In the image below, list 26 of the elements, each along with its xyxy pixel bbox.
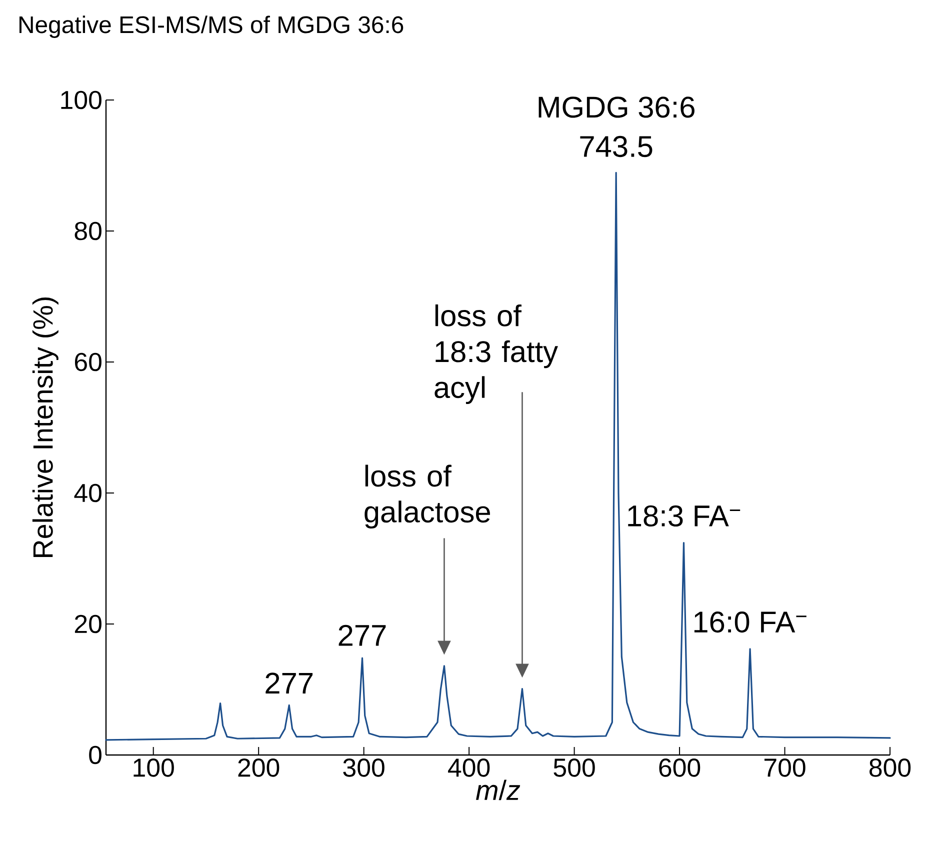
line-series	[105, 172, 891, 741]
annotation: loss of 18:3 fatty acyl	[434, 304, 558, 404]
y-axis-title: Relative Intensity (%)	[32, 298, 58, 557]
annotation: 16:0 FA$^{−}$	[694, 611, 806, 633]
x-tick-label: 600	[659, 758, 700, 777]
annotation: 277	[266, 672, 313, 694]
x-tick-label: 100	[134, 758, 174, 777]
y-tick-label: 100	[61, 90, 102, 110]
x-tick-label: 300	[343, 758, 384, 777]
annotation: 277	[338, 624, 386, 646]
x-tick-label: 200	[238, 758, 280, 777]
y-tick-label: 40	[74, 484, 102, 502]
x-tick-label: 400	[448, 758, 490, 777]
y-tick-label: 0	[89, 746, 102, 764]
annotation: loss of galactose	[364, 464, 490, 528]
y-tick-label: 60	[74, 352, 102, 372]
annotation: 18:3 FA$^{−}$	[628, 505, 740, 527]
x-axis-title: m/z	[476, 780, 520, 800]
y-tick-label: 20	[74, 614, 102, 634]
annotation: 743.5	[580, 136, 652, 158]
y-tick-label: 80	[74, 222, 102, 240]
chart-title: Negative ESI-MS/MS of MGDG 36:6	[19, 16, 404, 38]
x-tick-label: 500	[554, 758, 595, 777]
x-tick-label: 800	[870, 758, 911, 777]
x-tick-label: 700	[764, 758, 806, 777]
annotation: MGDG 36:6	[538, 96, 694, 118]
